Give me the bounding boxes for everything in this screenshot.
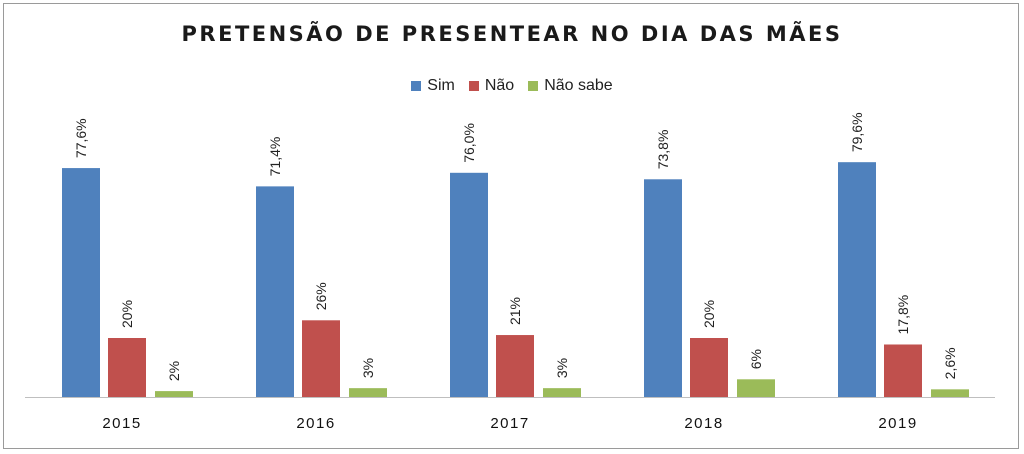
data-label-sim-2018: 73,8% [655,130,671,170]
data-label-n-o-2019: 17,8% [895,295,911,335]
legend-label-nao-sabe: Não sabe [544,77,613,94]
x-tick-label-2017: 2017 [490,415,529,432]
bar-n-o-2017 [496,335,534,397]
bar-n-o-sabe-2017 [543,388,581,397]
bar-sim-2016 [256,186,294,397]
bar-sim-2018 [644,179,682,397]
bar-n-o-sabe-2016 [349,388,387,397]
data-label-n-o-2017: 21% [507,297,523,325]
bar-n-o-2019 [884,344,922,397]
x-tick-label-2018: 2018 [684,415,723,432]
data-label-sim-2019: 79,6% [849,112,865,152]
legend-swatch-nao [468,81,479,91]
legend-label-sim: Sim [427,77,455,94]
legend-swatch-sim [411,81,422,91]
data-label-n-o-2018: 20% [701,300,717,328]
bar-n-o-sabe-2018 [737,379,775,397]
data-label-n-o-sabe-2018: 6% [748,349,764,369]
bar-sim-2017 [450,172,488,397]
data-label-n-o-sabe-2016: 3% [360,358,376,378]
x-tick-label-2019: 2019 [878,415,917,432]
data-label-sim-2017: 76,0% [461,123,477,163]
legend-swatch-nao-sabe [528,81,539,91]
bar-n-o-2015 [108,338,146,397]
data-label-n-o-sabe-2019: 2,6% [942,347,958,379]
x-tick-label-2015: 2015 [102,415,141,432]
bar-sim-2015 [62,168,100,397]
bar-n-o-sabe-2019 [931,389,969,397]
bar-n-o-2016 [302,320,340,397]
legend-item-nao-sabe: Não sabe [528,77,613,95]
bar-n-o-2018 [690,338,728,397]
x-tick-label-2016: 2016 [296,415,335,432]
bar-sim-2019 [838,162,876,397]
bar-n-o-sabe-2015 [155,391,193,397]
data-label-n-o-sabe-2015: 2% [166,361,182,381]
data-label-sim-2015: 77,6% [73,118,89,158]
data-label-n-o-2016: 26% [313,282,329,310]
legend-item-nao: Não [468,77,515,95]
legend: Sim Não Não sabe [0,77,1024,95]
data-label-n-o-sabe-2017: 3% [554,358,570,378]
legend-label-nao: Não [484,77,515,94]
data-label-sim-2016: 71,4% [267,137,283,177]
chart-title: PRETENSÃO DE PRESENTEAR NO DIA DAS MÃES [181,22,843,46]
legend-item-sim: Sim [411,77,455,95]
data-label-n-o-2015: 20% [119,300,135,328]
